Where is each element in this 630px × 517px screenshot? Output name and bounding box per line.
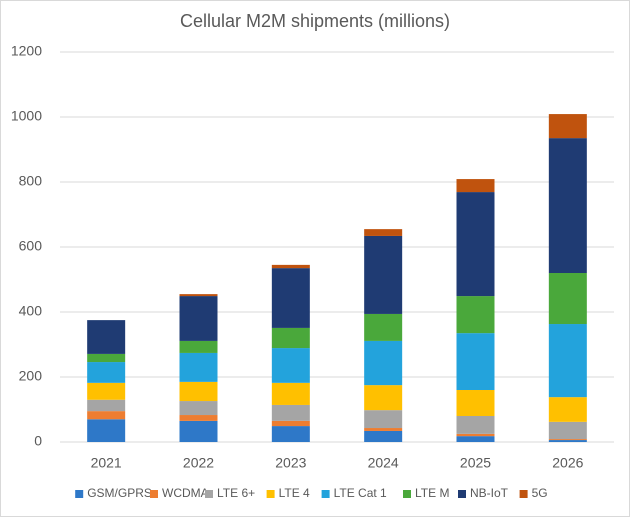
- bar-segment: [271, 348, 310, 383]
- bar-segment: [456, 436, 495, 442]
- bar-segment: [87, 320, 126, 354]
- legend-swatch: [403, 490, 411, 498]
- legend-swatch: [150, 490, 158, 498]
- legend-label: NB-IoT: [470, 486, 509, 500]
- y-tick-label: 600: [19, 238, 43, 254]
- chart-title: Cellular M2M shipments (millions): [180, 11, 450, 31]
- x-tick-label: 2025: [460, 455, 491, 471]
- bar-segment: [179, 420, 218, 442]
- bar-segment: [364, 430, 403, 442]
- legend-swatch: [266, 490, 275, 498]
- y-tick-label: 800: [19, 173, 43, 189]
- bar-segment: [456, 333, 495, 390]
- x-tick-label: 2022: [183, 455, 214, 471]
- bar-segment: [271, 404, 310, 421]
- legend-label: GSM/GPRS: [87, 486, 152, 500]
- bar-segment: [179, 415, 218, 421]
- bar-segment: [364, 428, 403, 431]
- legend-label: LTE M: [415, 486, 449, 500]
- bar-segment: [179, 352, 218, 382]
- bar-segment: [364, 313, 403, 341]
- bar-segment: [271, 420, 310, 427]
- bar-segment: [179, 340, 218, 353]
- bar-segment: [179, 294, 218, 297]
- bar-segment: [87, 419, 126, 442]
- legend-swatch: [205, 490, 213, 498]
- bar-segment: [364, 229, 403, 236]
- bar-segment: [179, 401, 218, 416]
- bar-segment: [87, 382, 126, 400]
- bar-segment: [456, 192, 495, 297]
- legend-swatch: [519, 490, 528, 498]
- y-tick-label: 0: [34, 433, 42, 449]
- y-tick-label: 400: [19, 303, 43, 319]
- bar-segment: [548, 439, 587, 441]
- bar-segment: [456, 179, 495, 193]
- y-tick-label: 1000: [11, 108, 42, 124]
- legend-label: LTE 4: [279, 486, 310, 500]
- bar-segment: [271, 382, 310, 405]
- bar-segment: [271, 268, 310, 328]
- bar-segment: [548, 114, 587, 139]
- legend-swatch: [321, 490, 330, 498]
- bar-segment: [364, 340, 403, 386]
- bar-segment: [456, 296, 495, 334]
- legend-label: WCDMA: [162, 486, 209, 500]
- y-tick-label: 200: [19, 368, 43, 384]
- bar-segment: [456, 390, 495, 416]
- bar-segment: [364, 385, 403, 411]
- bar-segment: [364, 235, 403, 314]
- bar-segment: [87, 362, 126, 383]
- bar-segment: [179, 296, 218, 341]
- bar-segment: [548, 273, 587, 325]
- legend-label: LTE Cat 1: [334, 486, 387, 500]
- legend-label: LTE 6+: [217, 486, 255, 500]
- x-tick-label: 2023: [275, 455, 306, 471]
- bar-segment: [548, 440, 587, 442]
- legend-swatch: [458, 490, 466, 498]
- bar-segment: [548, 397, 587, 422]
- bar-segment: [456, 433, 495, 437]
- x-tick-label: 2026: [552, 455, 583, 471]
- bar-segment: [271, 264, 310, 269]
- bar-segment: [87, 399, 126, 412]
- x-tick-label: 2021: [91, 455, 122, 471]
- x-tick-label: 2024: [368, 455, 399, 471]
- legend-label: 5G: [532, 486, 548, 500]
- bar-segment: [548, 324, 587, 398]
- bar-segment: [87, 353, 126, 363]
- bar-segment: [271, 327, 310, 349]
- bar-segment: [179, 381, 218, 402]
- bar-segment: [271, 426, 310, 442]
- bar-segment: [548, 138, 587, 273]
- bar-segment: [87, 411, 126, 420]
- bar-segment: [364, 410, 403, 429]
- y-tick-label: 1200: [11, 43, 42, 59]
- bar-segment: [456, 416, 495, 434]
- bar-segment: [548, 421, 587, 440]
- legend-swatch: [75, 490, 84, 498]
